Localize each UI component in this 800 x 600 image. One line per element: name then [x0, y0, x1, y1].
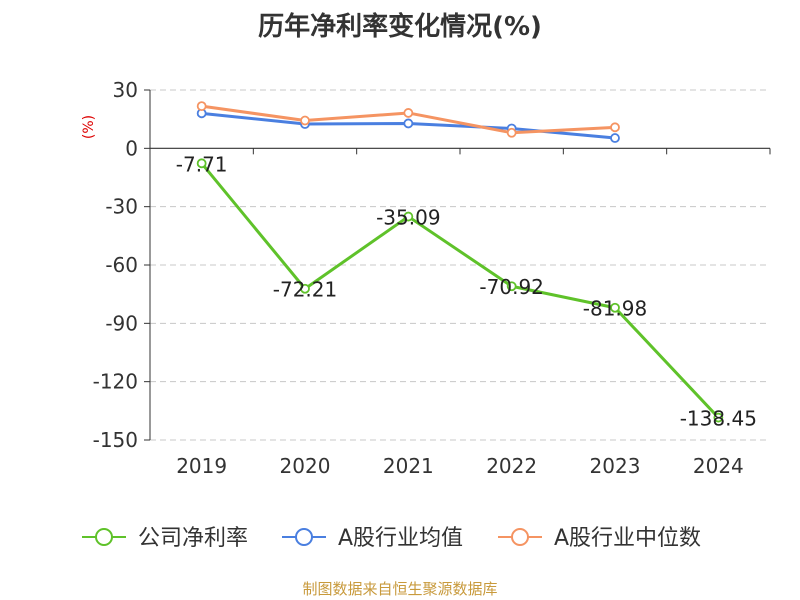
data-point [403, 211, 414, 222]
data-point [300, 115, 310, 126]
x-tick-label: 2023 [590, 454, 641, 478]
data-point [610, 133, 620, 143]
data-point [196, 101, 207, 112]
data-point [403, 118, 414, 129]
x-tick-label: 2021 [383, 454, 434, 478]
source-text: 制图数据来自恒生聚源数据库 [302, 580, 498, 598]
x-tick-label: 2024 [693, 454, 744, 478]
legend-marker [295, 528, 313, 546]
x-tick-label: 2019 [176, 454, 227, 478]
x-tick-label: 2022 [486, 454, 537, 478]
y-tick-label: -90 [105, 311, 138, 335]
y-tick-label: -60 [105, 253, 138, 277]
chart-title: 历年净利率变化情况(%) [258, 12, 542, 42]
data-point [713, 412, 724, 423]
legend-marker [95, 528, 113, 546]
legend-label: A股行业均值 [338, 526, 463, 551]
data-label: -35.09 [376, 206, 440, 230]
data-point [506, 281, 517, 292]
data-label: -138.45 [680, 407, 757, 431]
y-axis-label: (%) [81, 115, 97, 139]
legend-label: A股行业中位数 [554, 526, 701, 551]
data-point [610, 122, 620, 133]
series-line [200, 162, 720, 419]
data-label: -72.21 [273, 278, 337, 302]
x-tick-label: 2020 [280, 454, 331, 478]
legend-label: 公司净利率 [138, 526, 248, 551]
y-tick-label: -150 [93, 428, 138, 452]
data-point [610, 302, 620, 313]
data-label: -7.71 [176, 152, 228, 176]
data-point [300, 283, 310, 294]
data-point [403, 108, 414, 118]
legend-marker [511, 528, 529, 546]
y-tick-label: 0 [125, 136, 138, 160]
y-tick-label: 30 [113, 78, 138, 102]
data-label: -70.92 [479, 275, 543, 299]
data-label: -81.98 [583, 297, 647, 321]
y-tick-label: -120 [93, 370, 138, 394]
data-point [506, 127, 517, 138]
y-tick-label: -30 [105, 195, 138, 219]
data-point [196, 158, 207, 169]
